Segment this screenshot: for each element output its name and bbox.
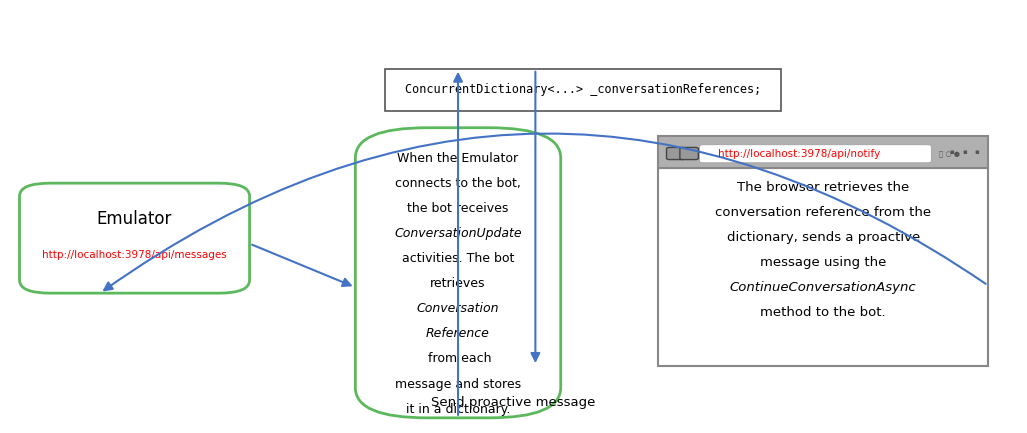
Text: Reference: Reference — [426, 327, 490, 340]
Text: dictionary, sends a proactive: dictionary, sends a proactive — [726, 231, 920, 244]
FancyBboxPatch shape — [680, 147, 698, 159]
Text: ⌕ ○ ●: ⌕ ○ ● — [939, 150, 959, 157]
Bar — [385, 69, 781, 111]
Text: http://localhost:3978/api/notify: http://localhost:3978/api/notify — [718, 149, 880, 159]
Text: the bot receives: the bot receives — [408, 202, 508, 215]
Text: Send proactive message: Send proactive message — [431, 396, 596, 409]
Text: ConversationUpdate: ConversationUpdate — [394, 227, 522, 240]
Text: ContinueConversationAsync: ContinueConversationAsync — [730, 281, 916, 294]
FancyBboxPatch shape — [667, 147, 685, 159]
Text: message using the: message using the — [760, 256, 886, 269]
FancyBboxPatch shape — [20, 183, 250, 293]
FancyBboxPatch shape — [355, 128, 561, 418]
Text: message and stores: message and stores — [395, 378, 521, 391]
Text: http://localhost:3978/api/messages: http://localhost:3978/api/messages — [42, 250, 227, 261]
Bar — [658, 136, 988, 168]
FancyBboxPatch shape — [699, 145, 931, 163]
Text: it in a dictionary.: it in a dictionary. — [406, 403, 510, 416]
Text: Conversation: Conversation — [417, 302, 499, 315]
Text: ▪: ▪ — [950, 149, 954, 155]
Text: connects to the bot,: connects to the bot, — [395, 177, 521, 190]
Text: ▪: ▪ — [962, 149, 966, 155]
Text: retrieves: retrieves — [430, 277, 486, 290]
Text: Emulator: Emulator — [97, 210, 173, 228]
Bar — [658, 168, 988, 366]
Text: The browser retrieves the: The browser retrieves the — [737, 181, 909, 194]
Text: from each: from each — [424, 352, 492, 365]
Text: method to the bot.: method to the bot. — [760, 306, 886, 319]
Text: ConcurrentDictionary<...> _conversationReferences;: ConcurrentDictionary<...> _conversationR… — [405, 83, 761, 97]
Text: ▪: ▪ — [975, 149, 979, 155]
Text: activities. The bot: activities. The bot — [402, 252, 515, 265]
Text: When the Emulator: When the Emulator — [397, 152, 519, 165]
Text: conversation reference from the: conversation reference from the — [715, 206, 931, 219]
